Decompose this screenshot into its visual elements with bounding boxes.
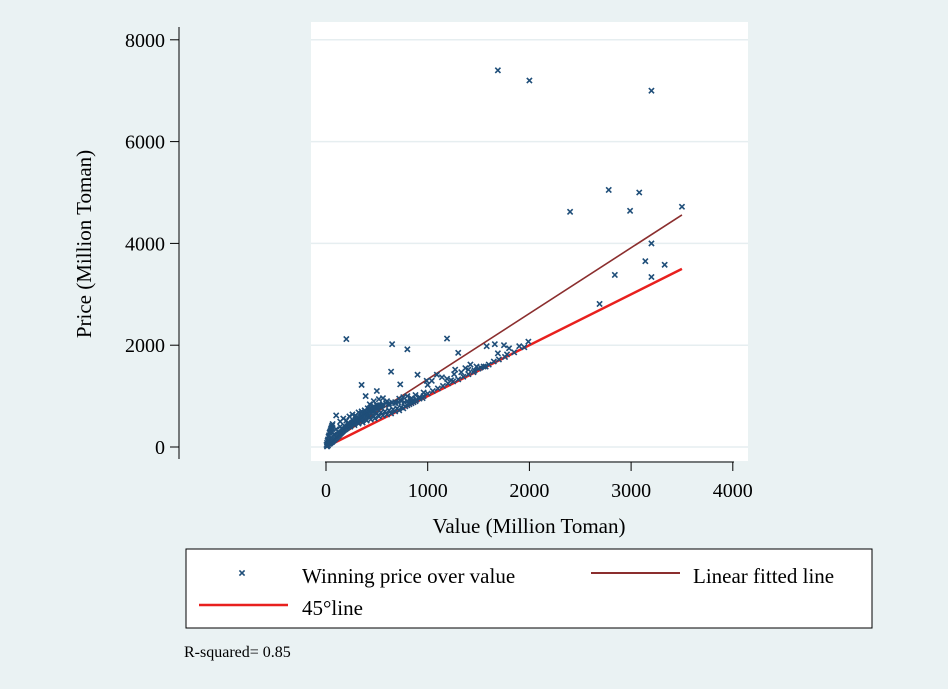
y-tick-label-4: 8000 [125, 30, 165, 52]
legend-label-scatter: Winning price over value [302, 564, 515, 588]
scatter-point-34 [397, 381, 404, 388]
scatter-point-2 [648, 87, 655, 94]
scatter-point-7 [678, 203, 686, 210]
scatter-point-68 [439, 382, 447, 390]
y-tick-label-3: 6000 [125, 132, 165, 154]
scatter-point-69 [444, 380, 452, 387]
scatter-point-72 [460, 373, 467, 380]
scatter-point-75 [475, 365, 482, 372]
scatter-point-12 [648, 273, 655, 281]
scatter-point-18 [491, 341, 498, 348]
scatter-point-11 [611, 271, 618, 279]
scatter-point-10 [661, 261, 668, 268]
scatter-point-40 [451, 366, 459, 373]
scatter-point-8 [648, 240, 655, 247]
scatter-point-37 [414, 371, 421, 378]
scatter-point-38 [433, 371, 441, 378]
scatter-point-60 [404, 392, 411, 400]
y-tick-label-1: 2000 [125, 335, 165, 357]
scatter-point-166 [329, 420, 336, 428]
scatter-point-0 [494, 67, 502, 74]
scatter-point-9 [642, 258, 649, 265]
scatter-point-46 [428, 377, 435, 384]
scatter-point-16 [388, 341, 396, 348]
scatter-point-21 [505, 345, 513, 352]
scatter-point-141 [387, 410, 395, 417]
scatter-point-17 [404, 346, 411, 353]
scatter-point-13 [596, 300, 603, 308]
legend-scatter-x [238, 569, 246, 577]
scatter-point-22 [483, 343, 490, 350]
legend-marker-scatter [238, 569, 246, 577]
scatter-point-70 [449, 378, 457, 385]
scatter-point-71 [455, 376, 462, 383]
x-axis-ticks: 0 1000 2000 3000 4000 [321, 462, 753, 502]
scatter-point-83 [333, 412, 340, 419]
legend-label-fitted-line: Linear fitted line [693, 564, 834, 588]
scatter-point-39 [438, 374, 446, 381]
scatter-point-73 [465, 371, 472, 378]
y-axis-ticks: 0 2000 4000 6000 8000 [125, 30, 179, 459]
scatter-point-23 [455, 349, 462, 357]
scatter-point-221 [378, 402, 386, 409]
legend-label-45-line: 45°line [302, 596, 363, 620]
plot-area [311, 22, 748, 461]
scatter-point-111 [419, 394, 426, 402]
scatter-point-30 [516, 343, 523, 350]
y-tick-label-2: 4000 [125, 233, 165, 255]
scatter-point-20 [525, 338, 532, 345]
scatter-point-47 [458, 369, 465, 376]
scatter-point-66 [429, 387, 436, 395]
scatter-point-33 [362, 392, 369, 400]
scatter-point-35 [373, 387, 381, 395]
y-axis-title: Price (Million Toman) [72, 150, 96, 338]
scatter-point-14 [343, 335, 350, 343]
scatter-point-4 [636, 189, 643, 196]
x-tick-label-0: 0 [321, 480, 331, 502]
x-axis-title: Value (Million Toman) [433, 514, 626, 538]
scatter-point-65 [424, 390, 431, 397]
scatter-point-32 [358, 381, 365, 389]
scatter-point-82 [521, 344, 528, 351]
scatter-point-79 [495, 356, 503, 363]
scatter-point-67 [434, 385, 442, 392]
scatter-point-80 [501, 353, 509, 361]
x-tick-label-1: 1000 [408, 480, 448, 502]
scatter-point-6 [626, 207, 634, 214]
x-tick-label-4: 4000 [713, 480, 753, 502]
scatter-point-24 [494, 350, 502, 357]
scatter-point-15 [443, 335, 451, 342]
y-tick-label-0: 0 [155, 437, 165, 459]
scatter-point-36 [387, 368, 395, 375]
r-squared-note: R-squared= 0.85 [184, 644, 291, 661]
scatter-point-41 [443, 375, 451, 382]
x-tick-label-2: 2000 [509, 480, 549, 502]
scatter-point-19 [500, 342, 508, 349]
scatter-point-81 [510, 349, 518, 356]
legend: Winning price over value Linear fitted l… [185, 548, 873, 629]
scatter-point-1 [526, 77, 533, 84]
scatter-point-78 [490, 358, 497, 365]
scatter-point-153 [412, 398, 419, 405]
x-tick-label-3: 3000 [611, 480, 651, 502]
scatter-point-76 [480, 363, 487, 370]
legend-box [185, 548, 873, 629]
scatter-point-44 [450, 371, 458, 378]
scatter-points [323, 67, 686, 450]
scatter-point-133 [371, 415, 378, 422]
scatter-point-74 [470, 369, 477, 376]
scatter-point-25 [467, 361, 474, 368]
scatter-point-3 [605, 186, 612, 194]
scatter-point-5 [566, 208, 574, 216]
gridlines [311, 39, 748, 448]
scatter-point-77 [485, 361, 492, 368]
